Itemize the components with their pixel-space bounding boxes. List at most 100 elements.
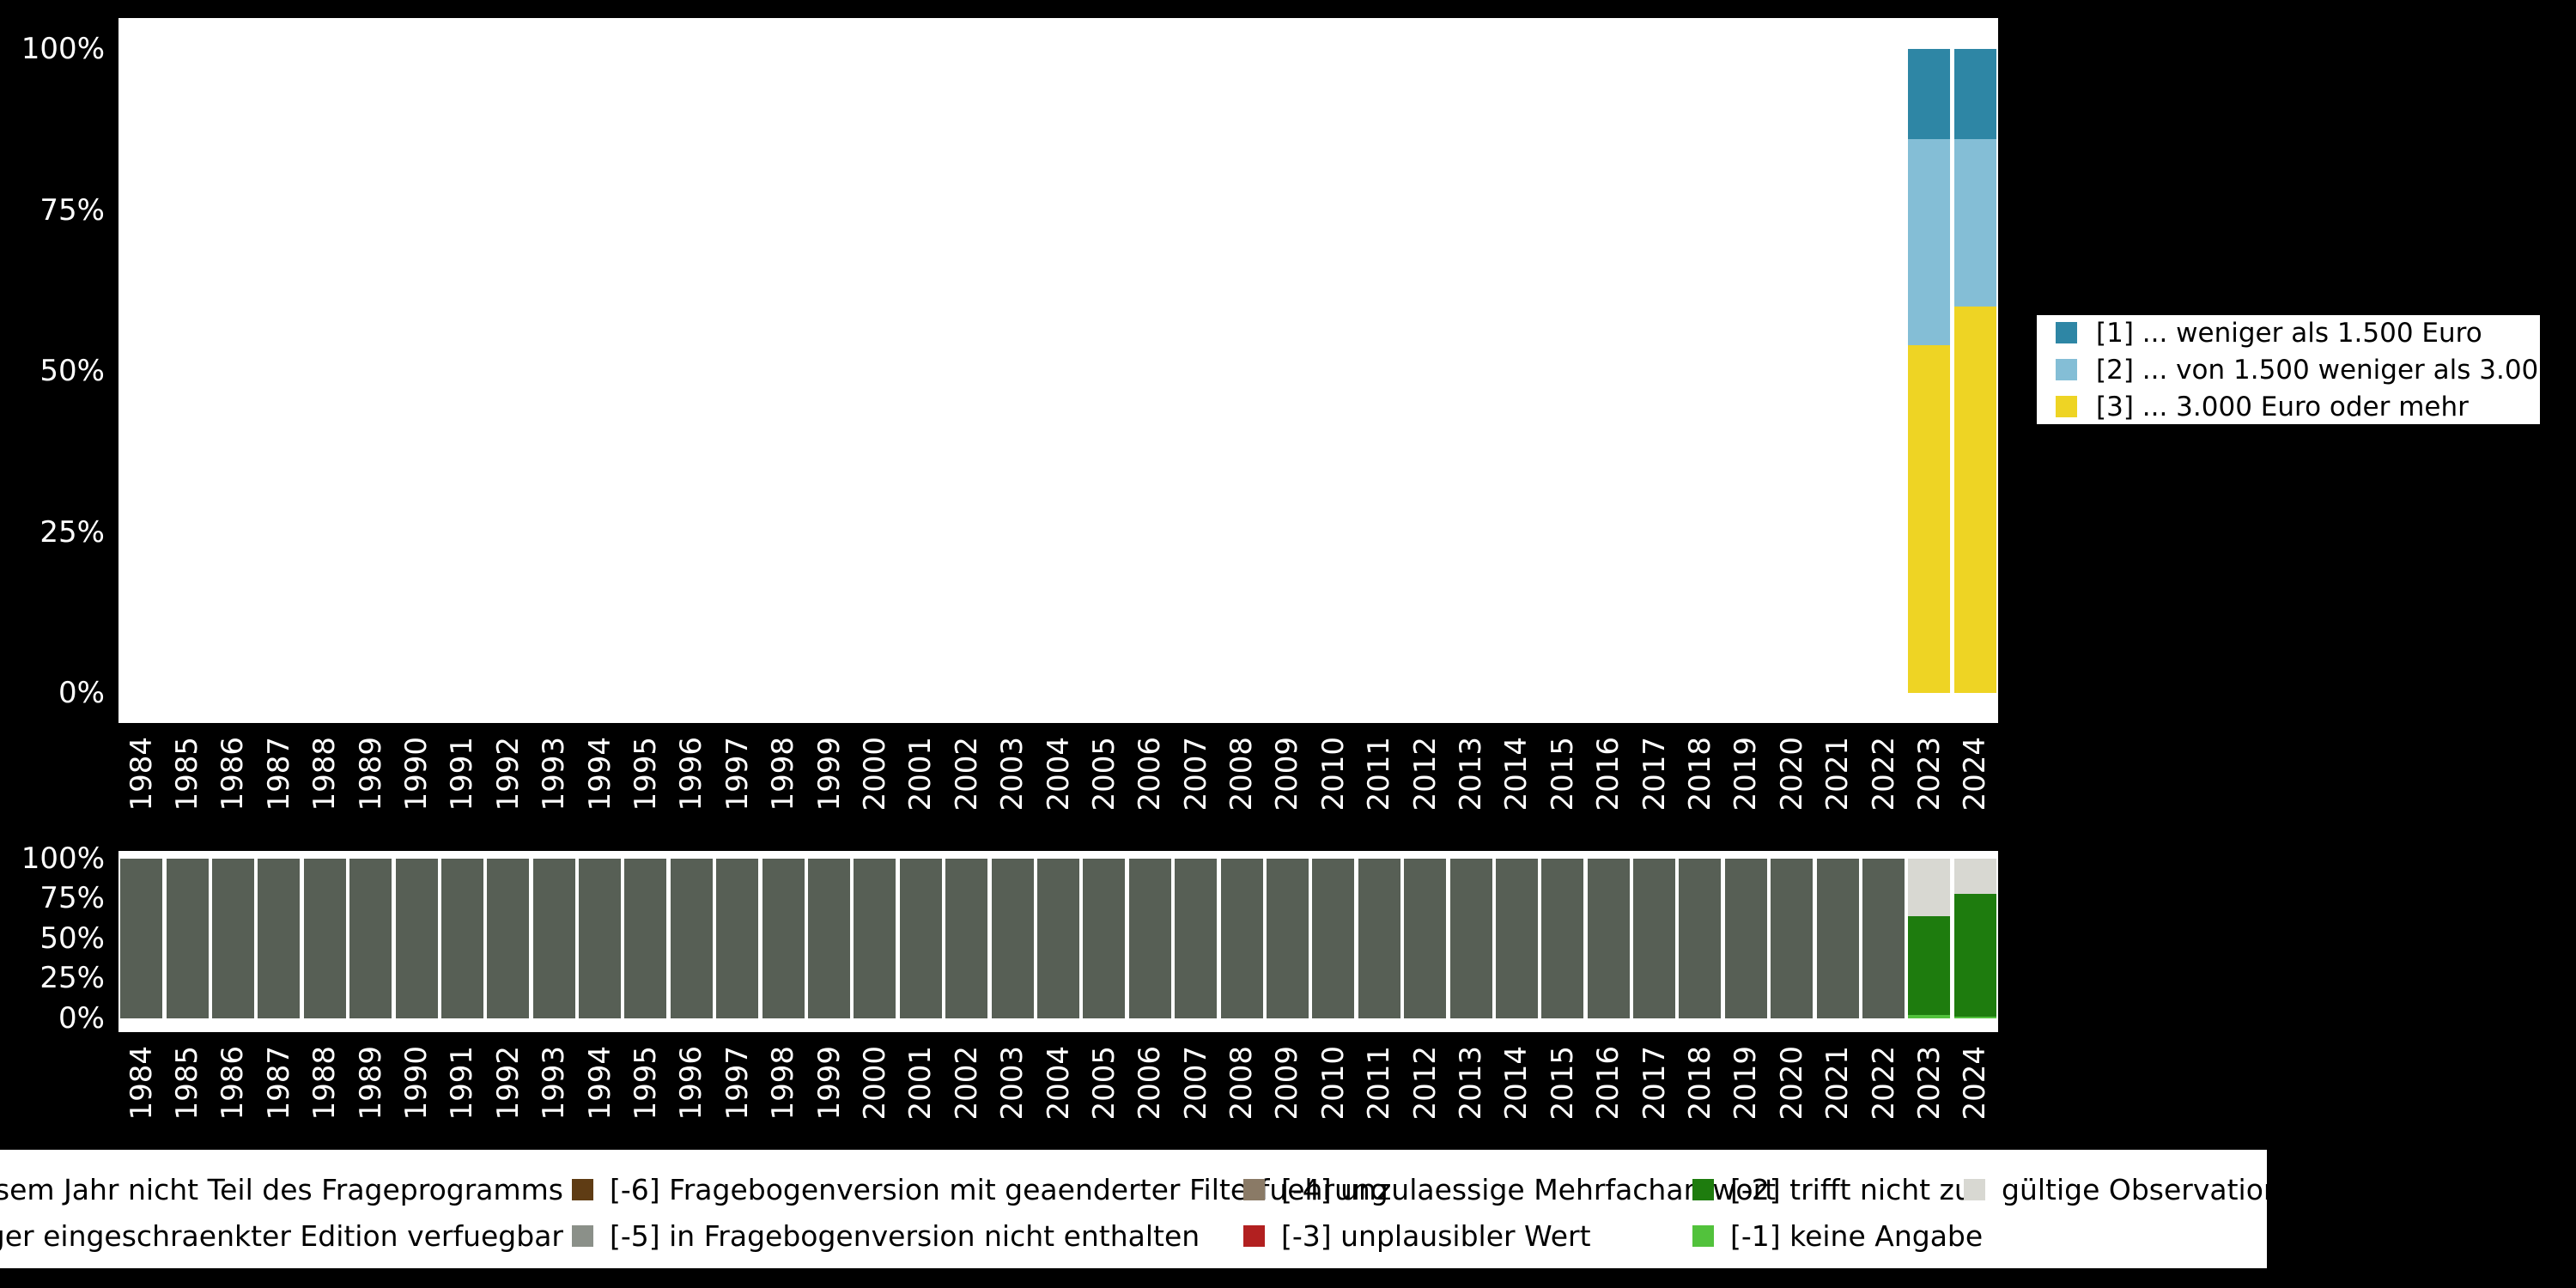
bar-segment[interactable] [1862,859,1905,1018]
bar-segment[interactable] [854,859,896,1018]
bar-segment[interactable] [211,859,254,1018]
bar-segment[interactable] [1908,859,1951,916]
x-axis-label: 2014 [1499,1046,1534,1121]
bar-segment[interactable] [716,859,759,1018]
bar-segment[interactable] [808,859,851,1018]
bar-segment[interactable] [487,859,530,1018]
x-axis-label: 2020 [1774,1046,1809,1121]
x-axis-label: 2017 [1637,737,1672,811]
y-axis-tick-label: 0% [58,1001,105,1036]
x-axis-label: 1999 [811,1046,847,1121]
income-chart-bars [118,49,1998,693]
x-axis-label: 2004 [1041,1046,1076,1121]
bar-segment[interactable] [1358,859,1400,1018]
bar-segment[interactable] [1953,307,1996,693]
bar-segment[interactable] [1953,1017,1996,1018]
x-axis-label: 2015 [1545,737,1580,811]
x-axis-label: 2017 [1637,1046,1672,1121]
legend-item-frageprogramm: ge in diesem Jahr nicht Teil des Fragepr… [0,1170,563,1208]
x-axis-label: 2021 [1820,1046,1856,1121]
bar-segment[interactable] [1679,859,1722,1018]
x-axis-label: 2020 [1774,737,1809,811]
x-axis-label: 2003 [995,1046,1030,1121]
bar-segment[interactable] [670,859,713,1018]
bar-segment[interactable] [1724,859,1767,1018]
x-axis-label: 2013 [1454,1046,1488,1121]
bar-segment[interactable] [1587,859,1630,1018]
x-axis-label: 1989 [353,737,388,811]
bar-segment[interactable] [1633,859,1676,1018]
x-axis-label: 2008 [1224,1046,1260,1121]
x-axis-label: 2000 [857,1046,892,1121]
bar-segment[interactable] [532,859,575,1018]
bar-segment[interactable] [1449,859,1492,1018]
x-axis-label: 1986 [216,1046,251,1121]
bar-segment[interactable] [1953,859,1996,894]
bar-segment[interactable] [579,859,622,1018]
x-axis-label: 1984 [124,1046,159,1121]
y-axis-tick-label: 50% [39,921,105,956]
x-axis-label: 2009 [1270,737,1305,811]
bar-segment[interactable] [1220,859,1263,1018]
y-axis-tick-label: 100% [21,841,105,876]
bar-segment[interactable] [1953,49,1996,139]
bar-segment[interactable] [440,859,483,1018]
bar-segment[interactable] [1495,859,1538,1018]
x-axis-label: 2019 [1728,1046,1764,1121]
y-axis-tick-label: 75% [39,193,105,228]
bar-segment[interactable] [945,859,988,1018]
x-axis-label: 2008 [1224,737,1260,811]
x-axis-label: 1990 [399,1046,434,1121]
bar-segment[interactable] [303,859,346,1018]
x-axis-label: 2019 [1728,737,1764,811]
bar-segment[interactable] [1037,859,1079,1018]
bar-segment[interactable] [1908,345,1951,693]
legend-swatch-icon [1243,1178,1265,1200]
bar-segment[interactable] [1404,859,1447,1018]
legend-label: [-3] unplausibler Wert [1281,1218,1591,1253]
bar-segment[interactable] [1083,859,1126,1018]
x-axis-label: 1994 [582,1046,617,1121]
legend-item-minus4: [-4] unzulaessige Mehrfachantwort [1243,1170,1776,1208]
bar-segment[interactable] [1953,139,1996,307]
bar-segment[interactable] [1908,139,1951,345]
bar-segment[interactable] [991,859,1034,1018]
legend-swatch-icon [2056,396,2077,417]
x-axis-label: 1992 [490,737,526,811]
legend-swatch-icon [572,1178,593,1200]
bar-segment[interactable] [899,859,942,1018]
bar-segment[interactable] [1816,859,1859,1018]
bar-segment[interactable] [624,859,667,1018]
y-axis-tick-label: 50% [39,354,105,388]
x-axis-label: 1990 [399,737,434,811]
bar-segment[interactable] [1908,915,1951,1016]
legend-label: ge in diesem Jahr nicht Teil des Fragepr… [0,1172,563,1206]
bar-segment[interactable] [1175,859,1218,1018]
legend-item-cat2: [2] ... von 1.500 weniger als 3.000 Euro [2056,355,2576,386]
bar-segment[interactable] [762,859,805,1018]
bar-segment[interactable] [120,859,163,1018]
missings-chart-plot-area [118,851,1998,1032]
bar-segment[interactable] [1266,859,1309,1018]
bar-segment[interactable] [166,859,209,1018]
x-axis-label: 2009 [1270,1046,1305,1121]
missings-chart-bars [118,859,1998,1018]
bar-segment[interactable] [1312,859,1355,1018]
x-axis-label: 1993 [537,737,572,811]
legend-label: in weniger eingeschraenkter Edition verf… [0,1218,563,1253]
y-axis-tick-label: 0% [58,676,105,710]
bar-segment[interactable] [395,859,438,1018]
x-axis-label: 1991 [445,737,480,811]
x-axis-label: 2024 [1958,737,1993,811]
bar-segment[interactable] [1908,49,1951,139]
bar-segment[interactable] [1771,859,1814,1018]
bar-segment[interactable] [1541,859,1584,1018]
bar-segment[interactable] [258,859,301,1018]
x-axis-label: 1992 [490,1046,526,1121]
bar-segment[interactable] [1128,859,1171,1018]
bar-segment[interactable] [349,859,392,1018]
bar-segment[interactable] [1953,893,1996,1018]
x-axis-label: 1987 [261,1046,296,1121]
bar-segment[interactable] [1908,1015,1951,1018]
